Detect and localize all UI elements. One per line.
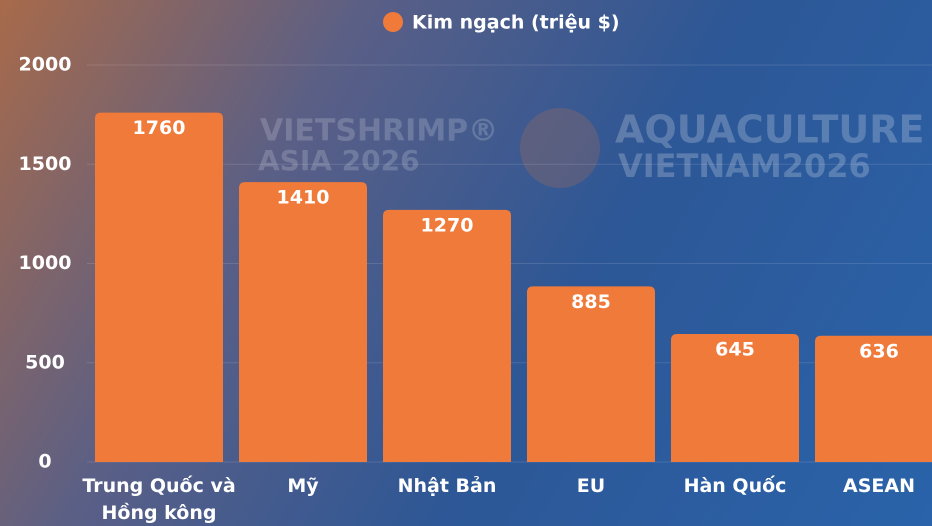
bar	[95, 112, 223, 462]
bar	[239, 182, 367, 463]
value-label: 1760	[133, 117, 186, 139]
y-tick-label: 500	[25, 351, 65, 373]
x-tick-label: EU	[576, 475, 606, 497]
value-label: 645	[715, 338, 755, 360]
watermark: VIETNAM2026	[618, 147, 871, 185]
value-label: 636	[859, 340, 899, 362]
bar	[527, 286, 655, 462]
legend-swatch	[383, 12, 403, 32]
x-tick-label: Nhật Bản	[397, 475, 497, 497]
legend-label: Kim ngạch (triệu $)	[412, 12, 620, 34]
watermark: VIETSHRIMP®	[260, 114, 498, 149]
watermark-logo	[520, 108, 600, 188]
watermark: ASIA 2026	[258, 144, 420, 177]
value-label: 1410	[277, 187, 330, 209]
value-label: 885	[571, 291, 611, 313]
x-tick-label: Mỹ	[287, 475, 319, 497]
value-label: 1270	[421, 214, 474, 236]
y-tick-label: 0	[38, 451, 51, 473]
bar	[671, 333, 799, 462]
y-tick-label: 2000	[19, 54, 72, 76]
x-tick-label: ASEAN	[843, 475, 915, 497]
bar	[815, 335, 932, 462]
y-tick-label: 1000	[19, 252, 72, 274]
watermark: AQUACULTURE	[615, 108, 924, 152]
x-tick-label: Hàn Quốc	[683, 475, 787, 497]
y-tick-label: 1500	[19, 153, 72, 175]
bar	[383, 209, 511, 462]
x-tick-label: Trung Quốc và Hồng kông	[82, 475, 236, 524]
